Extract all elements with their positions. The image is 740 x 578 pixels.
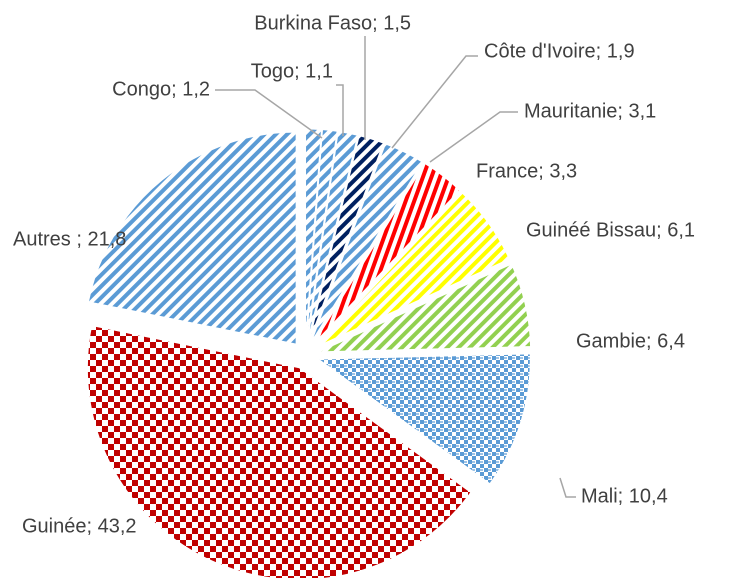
pie-slice [316, 353, 531, 485]
data-label: Guinée; 43,2 [22, 515, 137, 537]
leader-line [429, 111, 518, 163]
data-label: Congo; 1,2 [112, 78, 210, 100]
data-label: France; 3,3 [476, 160, 577, 182]
pie-slice [313, 162, 461, 345]
data-label: Autres ; 21,8 [13, 228, 126, 250]
pie-slice [316, 192, 511, 348]
pie-slice [87, 131, 297, 345]
leader-line [336, 84, 344, 136]
pie-slice [307, 130, 359, 342]
data-label: Burkina Faso; 1,5 [254, 12, 411, 34]
leader-line [215, 89, 323, 139]
data-label: Côte d'Ivoire; 1,9 [484, 40, 635, 62]
data-label: Togo; 1,1 [251, 60, 333, 82]
pie-slice [310, 143, 424, 343]
data-label: Mauritanie; 3,1 [524, 100, 656, 122]
leader-line [559, 477, 576, 498]
leader-line [391, 55, 478, 149]
data-label: Guinéé Bissau; 6,1 [526, 219, 695, 241]
pie-slice [306, 129, 338, 342]
pie-slice [86, 324, 472, 578]
data-label: Mali; 10,4 [581, 485, 668, 507]
pie-slice [318, 263, 532, 353]
pie-slice [305, 128, 323, 342]
pie-slice [308, 135, 385, 342]
data-label: Gambie; 6,4 [576, 330, 685, 352]
